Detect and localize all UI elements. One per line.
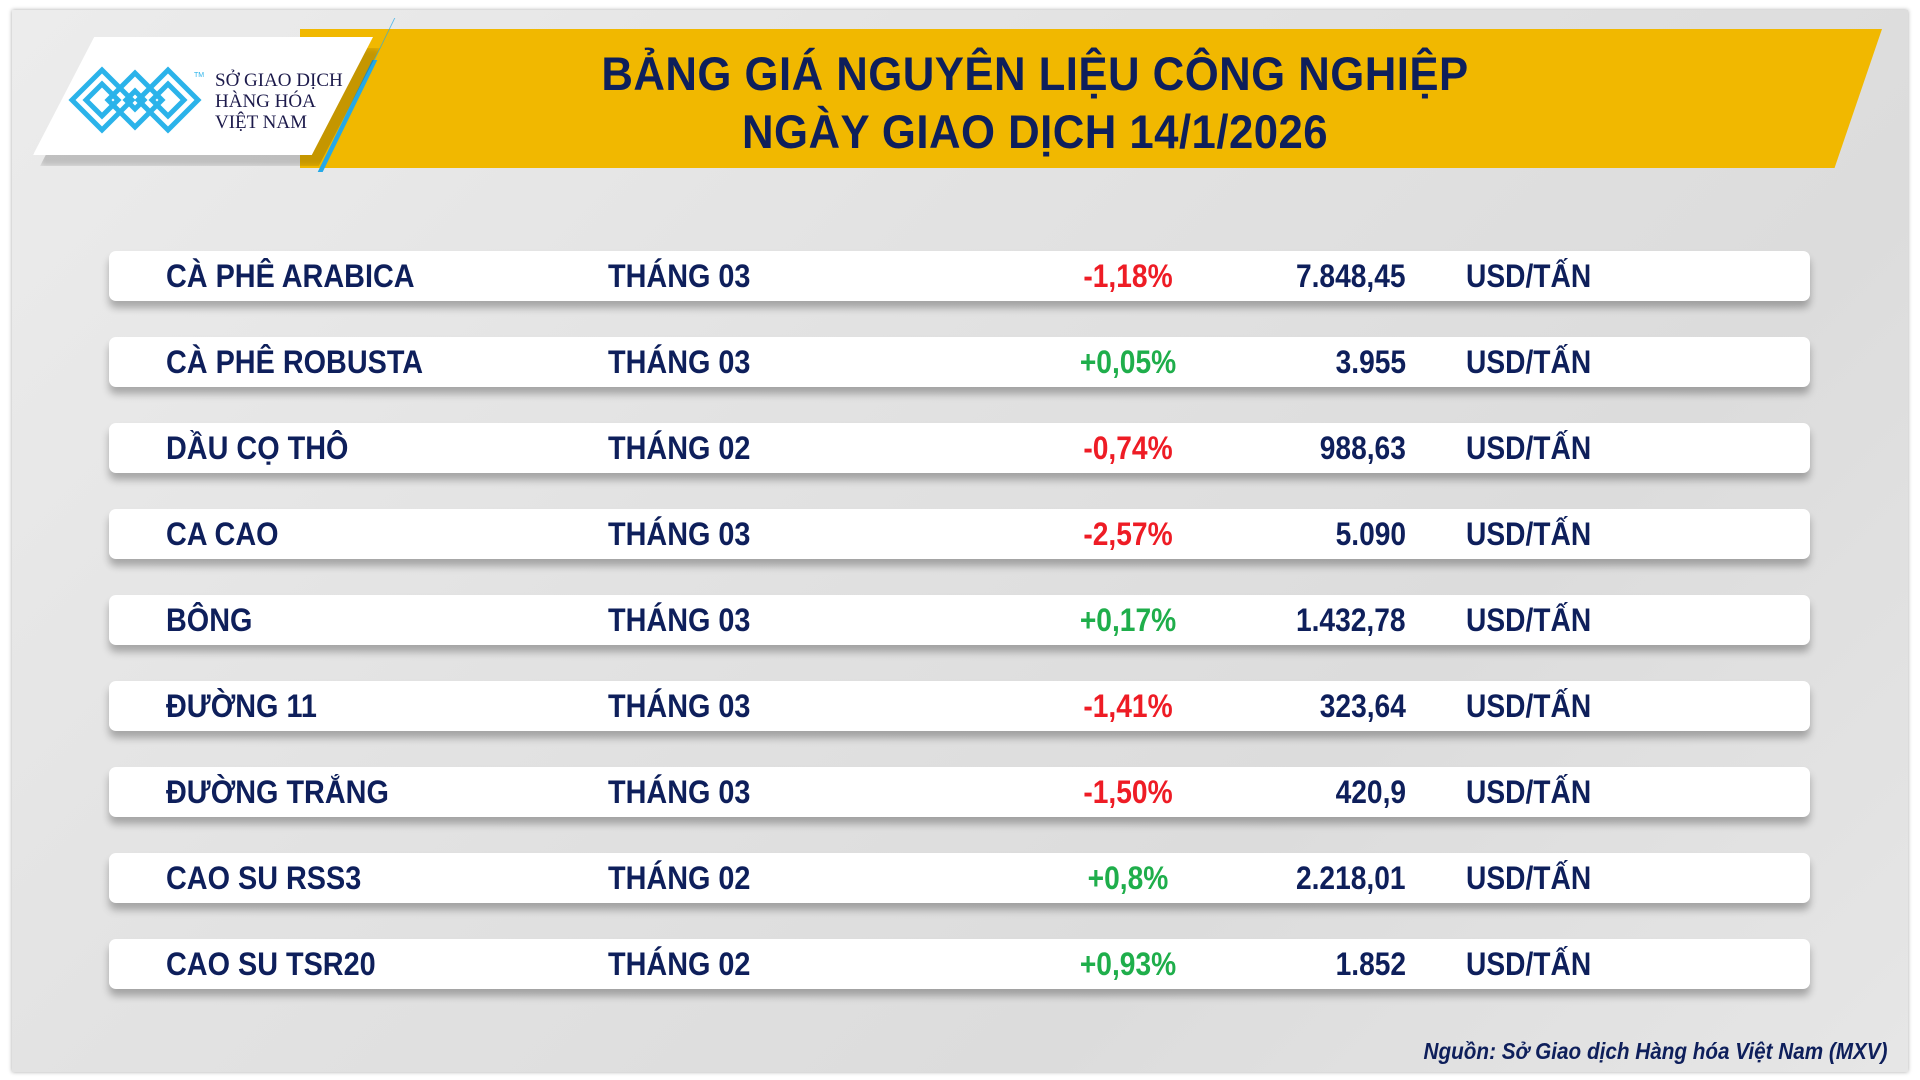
title-banner: [300, 29, 1882, 168]
price-unit: USD/TẤN: [1466, 602, 1592, 638]
logo-line: SỞ GIAO DỊCH: [215, 70, 343, 91]
price-unit: USD/TẤN: [1466, 258, 1592, 294]
table-row: CAO SU RSS3 THÁNG 02 +0,8% 2.218,01 USD/TẤN: [109, 853, 1810, 903]
contract-month: THÁNG 03: [608, 516, 751, 552]
price-unit: USD/TẤN: [1466, 516, 1592, 552]
price-unit: USD/TẤN: [1466, 946, 1592, 982]
change-percent: +0,8%: [1087, 860, 1169, 896]
price-value: 323,64: [1319, 688, 1406, 724]
logo-trademark: TM: [194, 72, 205, 79]
price-value: 7.848,45: [1296, 258, 1406, 294]
mxv-logo-mark: [68, 66, 202, 134]
price-unit: USD/TẤN: [1466, 860, 1592, 896]
change-percent: -2,57%: [1083, 516, 1173, 552]
table-row: ĐƯỜNG 11 THÁNG 03 -1,41% 323,64 USD/TẤN: [109, 681, 1810, 731]
price-value: 2.218,01: [1296, 860, 1406, 896]
price-unit: USD/TẤN: [1466, 430, 1592, 466]
contract-month: THÁNG 03: [608, 774, 751, 810]
logo-line: VIỆT NAM: [215, 112, 308, 133]
logo-line: HÀNG HÓA: [215, 91, 316, 112]
contract-month: THÁNG 02: [608, 946, 751, 982]
table-row: CA CAO THÁNG 03 -2,57% 5.090 USD/TẤN: [109, 509, 1810, 559]
contract-month: THÁNG 03: [608, 258, 751, 294]
commodity-name: ĐƯỜNG 11: [166, 688, 317, 724]
table-row: DẦU CỌ THÔ THÁNG 02 -0,74% 988,63 USD/TẤN: [109, 423, 1810, 473]
change-percent: -1,50%: [1083, 774, 1173, 810]
change-percent: -1,18%: [1083, 258, 1173, 294]
commodity-name: CAO SU TSR20: [166, 946, 376, 982]
change-percent: -0,74%: [1083, 430, 1173, 466]
contract-month: THÁNG 03: [608, 602, 751, 638]
contract-month: THÁNG 02: [608, 430, 751, 466]
table-row: CÀ PHÊ ARABICA THÁNG 03 -1,18% 7.848,45 USD/…: [109, 251, 1810, 301]
table-row: BÔNG THÁNG 03 +0,17% 1.432,78 USD/TẤN: [109, 595, 1810, 645]
price-value: 3.955: [1335, 344, 1406, 380]
table-row: CAO SU TSR20 THÁNG 02 +0,93% 1.852 USD/TẤN: [109, 939, 1810, 989]
change-percent: -1,41%: [1083, 688, 1173, 724]
table-row: ĐƯỜNG TRẮNG THÁNG 03 -1,50% 420,9 USD/TẤN: [109, 767, 1810, 817]
price-value: 1.852: [1335, 946, 1406, 982]
contract-month: THÁNG 03: [608, 688, 751, 724]
logo-text: SỞ GIAO DỊCH HÀNG HÓA VIỆT NAM: [215, 70, 343, 133]
commodity-name: DẦU CỌ THÔ: [166, 430, 349, 466]
price-value: 5.090: [1335, 516, 1406, 552]
price-value: 988,63: [1319, 430, 1406, 466]
price-unit: USD/TẤN: [1466, 344, 1592, 380]
commodity-name: CÀ PHÊ ARABICA: [166, 258, 415, 294]
change-percent: +0,17%: [1079, 602, 1177, 638]
table-row: CÀ PHÊ ROBUSTA THÁNG 03 +0,05% 3.955 USD/TẤN: [109, 337, 1810, 387]
source-note: Nguồn: Sở Giao dịch Hàng hóa Việt Nam (M…: [1424, 1038, 1888, 1064]
contract-month: THÁNG 03: [608, 344, 751, 380]
change-percent: +0,93%: [1079, 946, 1177, 982]
commodity-name: BÔNG: [166, 602, 253, 638]
commodity-name: CA CAO: [166, 516, 279, 552]
commodity-name: ĐƯỜNG TRẮNG: [166, 774, 389, 810]
contract-month: THÁNG 02: [608, 860, 751, 896]
price-value: 1.432,78: [1296, 602, 1406, 638]
price-unit: USD/TẤN: [1466, 774, 1592, 810]
commodity-name: CÀ PHÊ ROBUSTA: [166, 344, 424, 380]
price-unit: USD/TẤN: [1466, 688, 1592, 724]
change-percent: +0,05%: [1079, 344, 1177, 380]
commodity-name: CAO SU RSS3: [166, 860, 362, 896]
page-title: BẢNG GIÁ NGUYÊN LIỆU CÔNG NGHIỆP: [601, 47, 1469, 100]
price-value: 420,9: [1335, 774, 1406, 810]
page-subtitle-date: NGÀY GIAO DỊCH 14/1/2026: [741, 105, 1329, 158]
